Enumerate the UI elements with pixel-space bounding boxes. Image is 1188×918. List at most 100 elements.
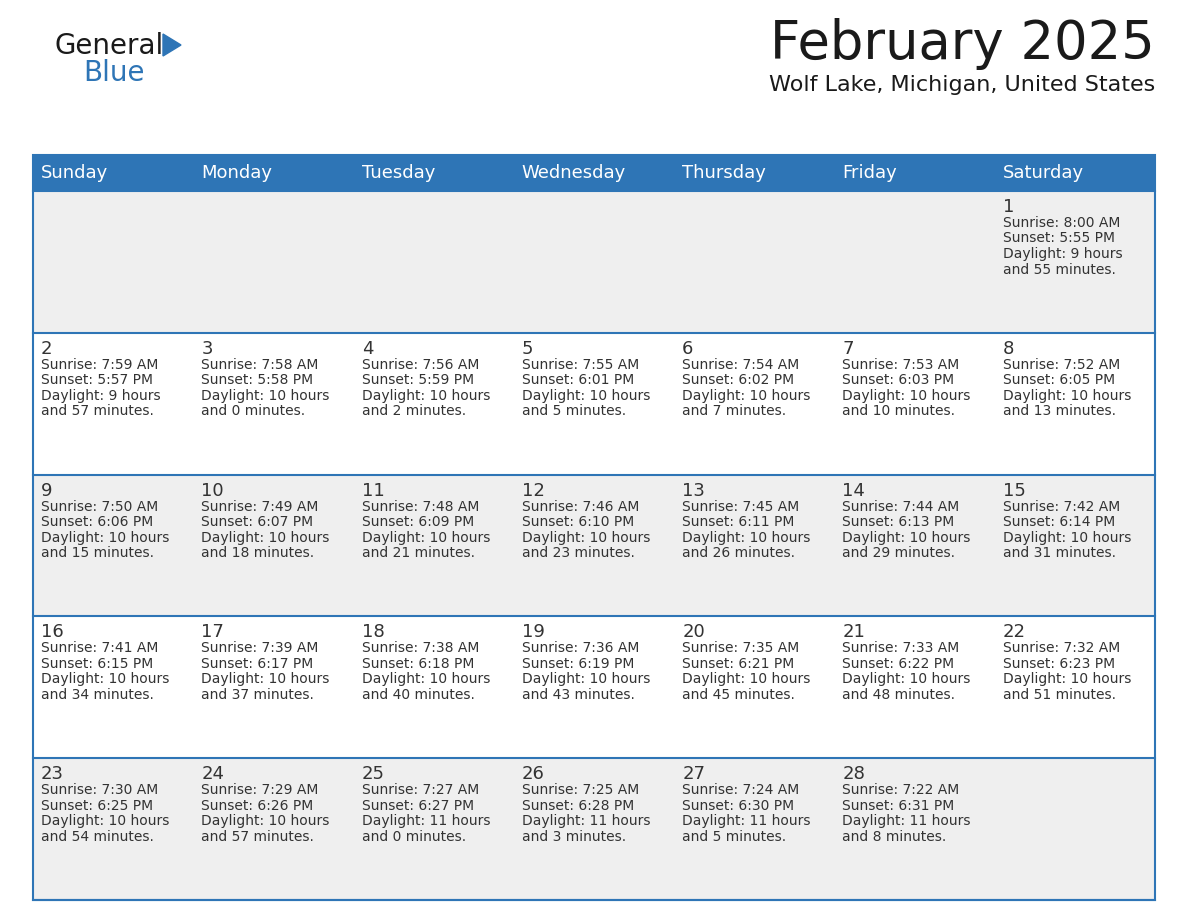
Text: Sunset: 6:03 PM: Sunset: 6:03 PM [842,374,954,387]
Text: 11: 11 [361,482,385,499]
Text: Daylight: 9 hours: Daylight: 9 hours [42,389,160,403]
Bar [33,191,1155,333]
Text: Sunrise: 7:45 AM: Sunrise: 7:45 AM [682,499,800,513]
Text: Sunrise: 7:30 AM: Sunrise: 7:30 AM [42,783,158,797]
Text: Sunrise: 7:35 AM: Sunrise: 7:35 AM [682,642,800,655]
Text: Sunset: 6:18 PM: Sunset: 6:18 PM [361,657,474,671]
Text: Daylight: 10 hours: Daylight: 10 hours [1003,389,1131,403]
Text: and 37 minutes.: and 37 minutes. [201,688,314,702]
Text: Daylight: 10 hours: Daylight: 10 hours [361,389,489,403]
Bar [33,758,1155,900]
Text: and 54 minutes.: and 54 minutes. [42,830,154,844]
Text: Daylight: 11 hours: Daylight: 11 hours [522,814,650,828]
Text: 21: 21 [842,623,865,642]
Text: Sunset: 6:01 PM: Sunset: 6:01 PM [522,374,634,387]
Text: and 43 minutes.: and 43 minutes. [522,688,634,702]
Text: Daylight: 10 hours: Daylight: 10 hours [201,389,329,403]
Text: Daylight: 10 hours: Daylight: 10 hours [42,814,170,828]
Text: and 57 minutes.: and 57 minutes. [42,404,154,419]
Text: Wednesday: Wednesday [522,164,626,182]
Text: 6: 6 [682,340,694,358]
Text: Sunset: 6:15 PM: Sunset: 6:15 PM [42,657,153,671]
Text: Daylight: 10 hours: Daylight: 10 hours [1003,672,1131,687]
Text: 5: 5 [522,340,533,358]
Bar [33,155,1155,900]
Text: and 29 minutes.: and 29 minutes. [842,546,955,560]
Text: Sunset: 6:28 PM: Sunset: 6:28 PM [522,799,634,812]
Text: Wolf Lake, Michigan, United States: Wolf Lake, Michigan, United States [769,75,1155,95]
Text: Sunrise: 7:41 AM: Sunrise: 7:41 AM [42,642,158,655]
Text: Sunrise: 7:50 AM: Sunrise: 7:50 AM [42,499,158,513]
Text: and 34 minutes.: and 34 minutes. [42,688,154,702]
Text: Daylight: 10 hours: Daylight: 10 hours [361,531,489,544]
Text: Monday: Monday [201,164,272,182]
Text: 26: 26 [522,766,545,783]
Text: Daylight: 10 hours: Daylight: 10 hours [522,672,650,687]
Text: Sunset: 6:02 PM: Sunset: 6:02 PM [682,374,795,387]
Text: 12: 12 [522,482,545,499]
Text: 9: 9 [42,482,52,499]
Text: 25: 25 [361,766,385,783]
Text: and 5 minutes.: and 5 minutes. [682,830,786,844]
Text: and 21 minutes.: and 21 minutes. [361,546,474,560]
Text: Sunrise: 7:22 AM: Sunrise: 7:22 AM [842,783,960,797]
Text: Sunset: 6:22 PM: Sunset: 6:22 PM [842,657,954,671]
Text: and 5 minutes.: and 5 minutes. [522,404,626,419]
Text: Sunrise: 7:58 AM: Sunrise: 7:58 AM [201,358,318,372]
Text: Sunrise: 7:48 AM: Sunrise: 7:48 AM [361,499,479,513]
Text: Daylight: 11 hours: Daylight: 11 hours [682,814,810,828]
Text: Sunset: 6:27 PM: Sunset: 6:27 PM [361,799,474,812]
Text: Daylight: 10 hours: Daylight: 10 hours [201,814,329,828]
Text: Sunrise: 7:54 AM: Sunrise: 7:54 AM [682,358,800,372]
Bar [33,616,1155,758]
Text: Daylight: 10 hours: Daylight: 10 hours [842,672,971,687]
Text: and 13 minutes.: and 13 minutes. [1003,404,1116,419]
Text: Daylight: 10 hours: Daylight: 10 hours [842,389,971,403]
Text: Daylight: 10 hours: Daylight: 10 hours [522,389,650,403]
Text: Sunset: 6:05 PM: Sunset: 6:05 PM [1003,374,1114,387]
Text: 3: 3 [201,340,213,358]
Polygon shape [163,34,181,56]
Text: Sunset: 5:55 PM: Sunset: 5:55 PM [1003,231,1114,245]
Text: and 3 minutes.: and 3 minutes. [522,830,626,844]
Text: Sunrise: 7:46 AM: Sunrise: 7:46 AM [522,499,639,513]
Text: and 15 minutes.: and 15 minutes. [42,546,154,560]
Text: Sunrise: 7:38 AM: Sunrise: 7:38 AM [361,642,479,655]
Text: Daylight: 10 hours: Daylight: 10 hours [522,531,650,544]
Text: Daylight: 10 hours: Daylight: 10 hours [682,389,810,403]
Text: and 45 minutes.: and 45 minutes. [682,688,795,702]
Text: Saturday: Saturday [1003,164,1083,182]
Text: Sunset: 6:11 PM: Sunset: 6:11 PM [682,515,795,529]
Text: Sunset: 5:58 PM: Sunset: 5:58 PM [201,374,314,387]
Text: Sunrise: 7:42 AM: Sunrise: 7:42 AM [1003,499,1120,513]
Text: Daylight: 11 hours: Daylight: 11 hours [361,814,491,828]
Text: 10: 10 [201,482,223,499]
Text: 24: 24 [201,766,225,783]
Text: Daylight: 10 hours: Daylight: 10 hours [1003,531,1131,544]
Text: Sunset: 6:23 PM: Sunset: 6:23 PM [1003,657,1114,671]
Text: 23: 23 [42,766,64,783]
Text: 13: 13 [682,482,704,499]
Text: Daylight: 10 hours: Daylight: 10 hours [201,531,329,544]
Text: and 48 minutes.: and 48 minutes. [842,688,955,702]
Text: Sunrise: 7:44 AM: Sunrise: 7:44 AM [842,499,960,513]
Text: Sunrise: 7:32 AM: Sunrise: 7:32 AM [1003,642,1120,655]
Text: 18: 18 [361,623,385,642]
Text: Sunrise: 7:49 AM: Sunrise: 7:49 AM [201,499,318,513]
Text: Daylight: 10 hours: Daylight: 10 hours [682,531,810,544]
Text: Sunrise: 7:56 AM: Sunrise: 7:56 AM [361,358,479,372]
Text: and 0 minutes.: and 0 minutes. [201,404,305,419]
Text: and 26 minutes.: and 26 minutes. [682,546,795,560]
Text: and 10 minutes.: and 10 minutes. [842,404,955,419]
Text: Sunrise: 7:33 AM: Sunrise: 7:33 AM [842,642,960,655]
Text: and 8 minutes.: and 8 minutes. [842,830,947,844]
Text: 1: 1 [1003,198,1015,216]
Text: Sunday: Sunday [42,164,108,182]
Text: and 2 minutes.: and 2 minutes. [361,404,466,419]
Text: Sunrise: 7:55 AM: Sunrise: 7:55 AM [522,358,639,372]
Text: Tuesday: Tuesday [361,164,435,182]
Text: Sunset: 6:09 PM: Sunset: 6:09 PM [361,515,474,529]
Text: 14: 14 [842,482,865,499]
Text: Sunset: 6:25 PM: Sunset: 6:25 PM [42,799,153,812]
Bar [33,155,1155,191]
